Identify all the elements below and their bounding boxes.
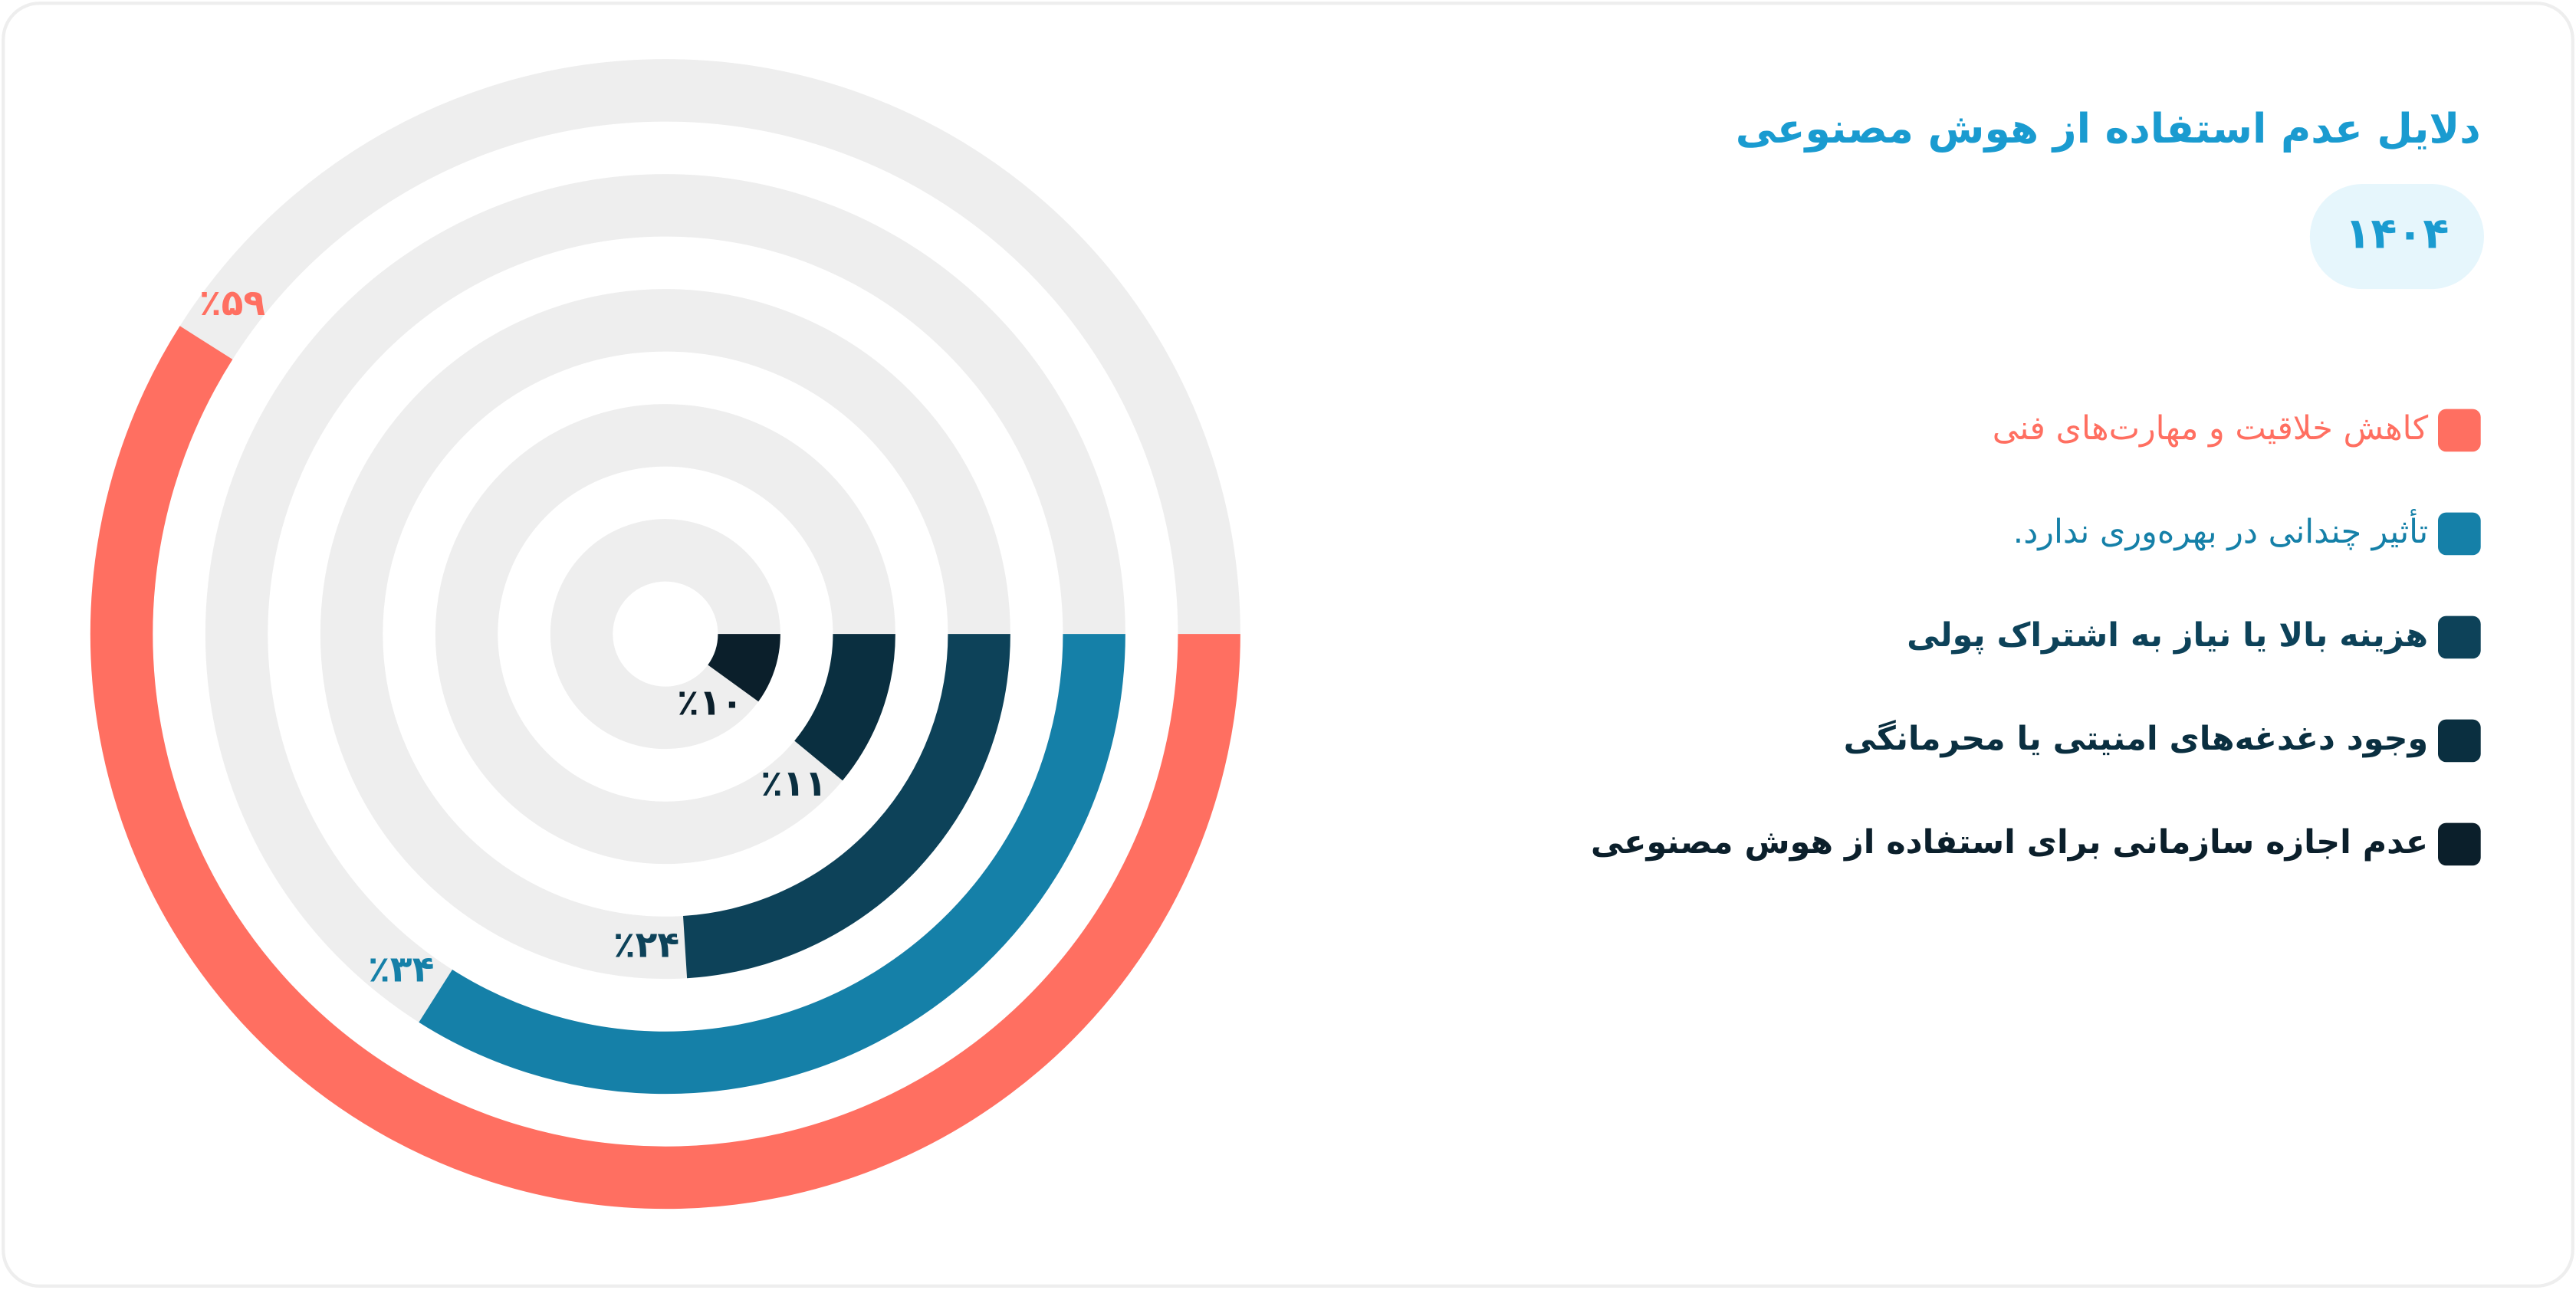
radial-bar xyxy=(707,632,780,702)
legend-label: تأثیر چندانی در بهره‌وری ندارد. xyxy=(2013,509,2429,551)
chart-subtitle: ۱۴۰۴ xyxy=(2344,209,2449,259)
legend-swatch xyxy=(2438,615,2481,659)
legend-label: کاهش خلاقیت و مهارت‌های فنی xyxy=(1993,409,2429,448)
legend-label: وجود دغدغه‌های امنیتی یا محرمانگی xyxy=(1844,720,2429,758)
legend-swatch xyxy=(2438,409,2481,452)
chart-title: دلایل عدم استفاده از هوش مصنوعی xyxy=(1736,104,2481,153)
legend-label: هزینه بالا یا نیاز به اشتراک پولی xyxy=(1907,616,2428,655)
value-label: ٪۳۴ xyxy=(368,949,434,991)
legend-swatch xyxy=(2438,719,2481,763)
year-badge xyxy=(2309,184,2484,290)
value-label: ٪۱۰ xyxy=(677,682,743,724)
value-label: ٪۱۱ xyxy=(761,763,826,805)
value-label: ٪۵۹ xyxy=(199,282,265,324)
radial-bar xyxy=(90,326,1240,1210)
radial-bar xyxy=(682,633,1010,979)
radial-bar xyxy=(794,633,895,781)
legend-label: عدم اجازه سازمانی برای استفاده از هوش مص… xyxy=(1591,823,2428,862)
radial-bar xyxy=(419,634,1125,1095)
legend-swatch xyxy=(2438,822,2481,866)
legend-swatch xyxy=(2438,512,2481,556)
value-label: ٪۲۴ xyxy=(613,924,679,967)
